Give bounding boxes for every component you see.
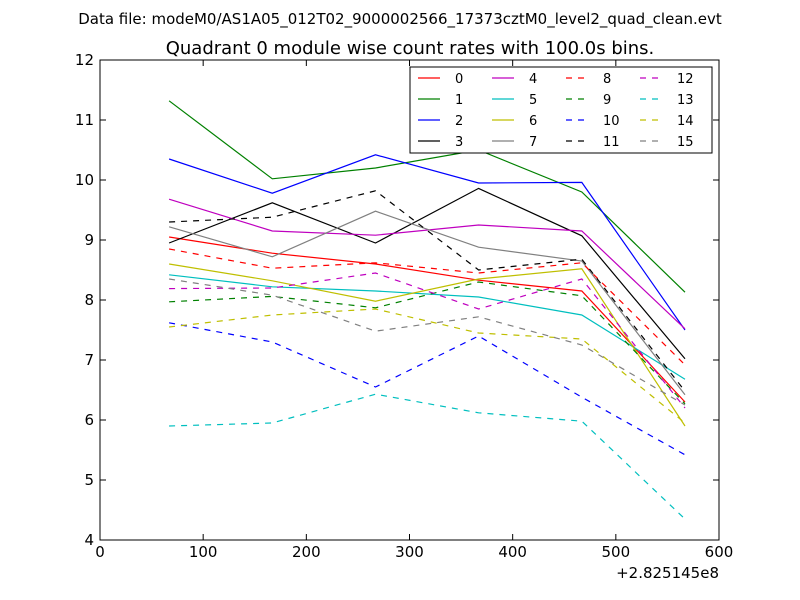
legend-label-11: 11 xyxy=(603,135,620,150)
x-tick-label: 400 xyxy=(498,543,527,561)
legend-label-2: 2 xyxy=(455,114,463,129)
x-axis-offset-label: +2.825145e8 xyxy=(616,564,719,582)
series-line-15 xyxy=(169,278,686,406)
series-line-10 xyxy=(168,322,686,456)
y-tick-label: 7 xyxy=(84,351,94,369)
plot-series-group xyxy=(168,100,686,520)
series-line-5 xyxy=(169,274,686,380)
y-tick-label: 4 xyxy=(84,531,94,549)
x-tick-label: 200 xyxy=(292,543,321,561)
y-tick-label: 5 xyxy=(84,471,94,489)
series-line-7 xyxy=(168,210,686,396)
legend-label-0: 0 xyxy=(455,72,463,87)
legend-label-4: 4 xyxy=(529,72,537,87)
legend-label-5: 5 xyxy=(529,93,537,108)
y-tick-label: 8 xyxy=(84,291,94,309)
x-tick-label: 0 xyxy=(95,543,105,561)
legend-label-8: 8 xyxy=(603,72,611,87)
series-line-6 xyxy=(169,263,686,427)
series-line-12 xyxy=(169,272,686,409)
y-tick-label: 11 xyxy=(75,111,94,129)
x-tick-label: 300 xyxy=(395,543,424,561)
series-line-1 xyxy=(168,100,686,293)
series-line-8 xyxy=(168,248,686,366)
y-tick-label: 6 xyxy=(84,411,94,429)
y-tick-label: 10 xyxy=(75,171,94,189)
series-line-2 xyxy=(168,154,686,331)
legend-label-14: 14 xyxy=(677,114,694,129)
y-tick-label: 9 xyxy=(84,231,94,249)
chart-title: Quadrant 0 module wise count rates with … xyxy=(166,38,655,59)
legend-label-15: 15 xyxy=(677,135,694,150)
series-line-3 xyxy=(168,187,686,360)
legend-label-12: 12 xyxy=(677,72,694,87)
legend-box xyxy=(409,66,713,154)
legend-label-1: 1 xyxy=(455,93,463,108)
legend-label-10: 10 xyxy=(603,114,620,129)
legend-label-3: 3 xyxy=(455,135,463,150)
series-line-11 xyxy=(169,190,686,392)
y-tick-label: 12 xyxy=(75,51,94,69)
series-line-9 xyxy=(169,281,686,405)
series-line-13 xyxy=(169,393,686,520)
series-line-0 xyxy=(169,236,686,403)
legend-label-7: 7 xyxy=(529,135,537,150)
legend-label-6: 6 xyxy=(529,114,537,129)
series-line-14 xyxy=(169,308,686,424)
x-tick-label: 500 xyxy=(602,543,631,561)
figure-suptitle: Data file: modeM0/AS1A05_012T02_90000025… xyxy=(78,10,722,29)
legend-label-13: 13 xyxy=(677,93,694,108)
x-tick-label: 100 xyxy=(189,543,218,561)
series-line-4 xyxy=(168,198,686,330)
x-tick-label: 600 xyxy=(705,543,734,561)
legend-label-9: 9 xyxy=(603,93,611,108)
